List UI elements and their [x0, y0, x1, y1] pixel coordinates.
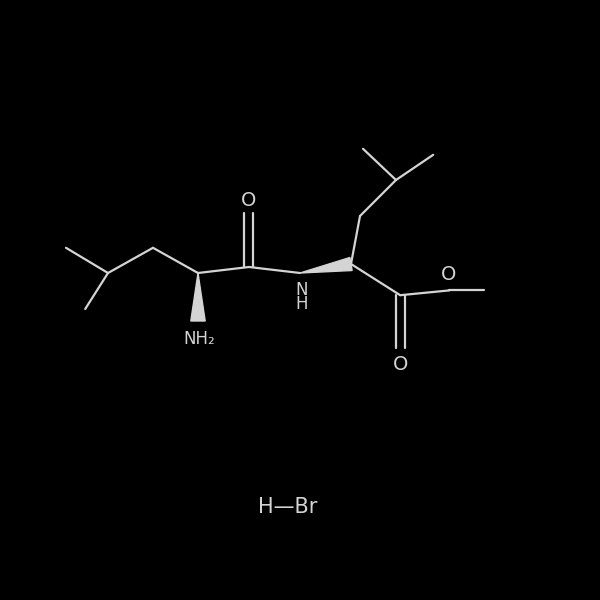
Polygon shape	[191, 273, 205, 321]
Text: H—Br: H—Br	[259, 497, 317, 517]
Text: H: H	[295, 295, 307, 313]
Text: O: O	[241, 191, 257, 211]
Text: O: O	[440, 265, 456, 284]
Polygon shape	[300, 257, 352, 273]
Text: N: N	[295, 281, 307, 299]
Text: O: O	[392, 355, 408, 374]
Text: NH₂: NH₂	[184, 330, 215, 348]
